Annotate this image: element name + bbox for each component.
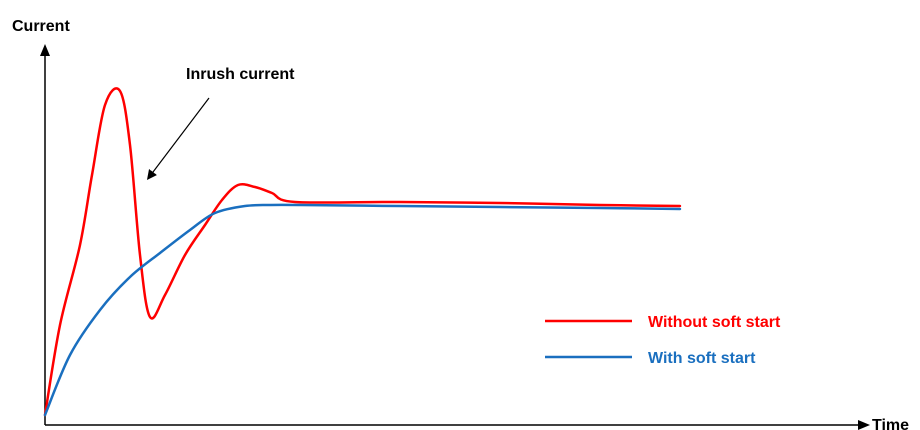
x-axis-label: Time <box>872 417 909 430</box>
y-axis-label: Current <box>12 18 70 35</box>
annotation-inrush-current: Inrush current <box>186 66 295 83</box>
legend: Without soft start With soft start <box>545 314 781 367</box>
series-line-with-soft-start <box>43 203 682 417</box>
y-axis-arrow-icon <box>40 44 50 56</box>
legend-label-with-soft-start: With soft start <box>648 350 756 367</box>
x-axis-arrow-icon <box>858 420 870 430</box>
legend-label-without-soft-start: Without soft start <box>648 314 781 331</box>
series-line-without-soft-start <box>43 87 682 417</box>
annotation-arrow <box>146 97 210 180</box>
